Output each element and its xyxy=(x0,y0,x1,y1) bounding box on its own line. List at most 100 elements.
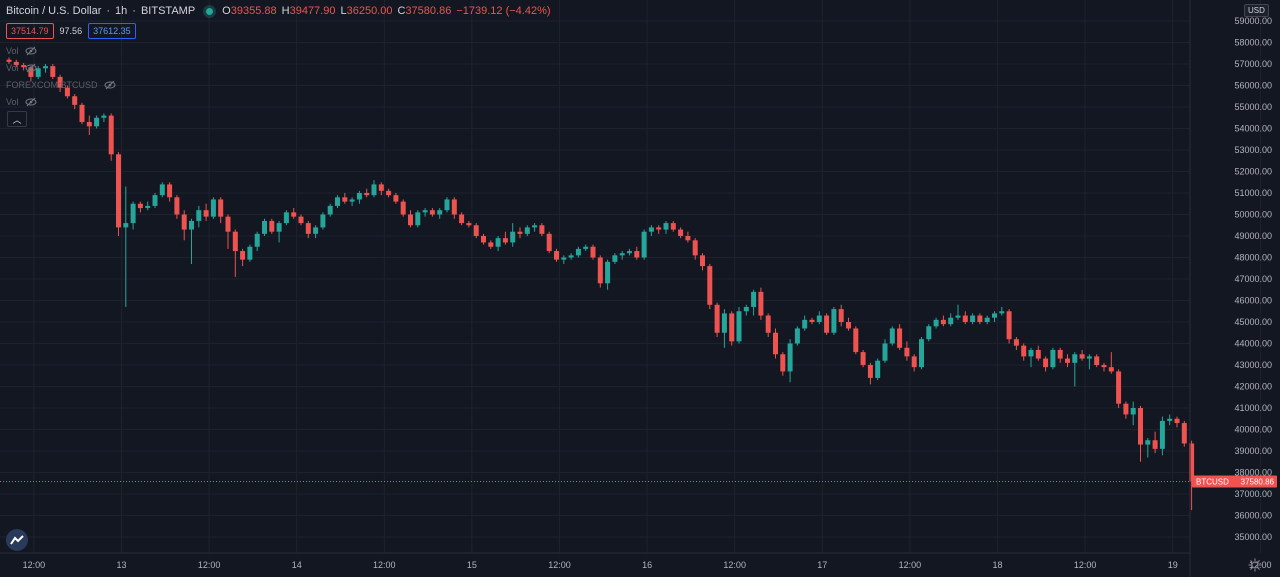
candle-body xyxy=(853,328,859,353)
candle-body xyxy=(466,223,472,226)
candle-body xyxy=(627,251,632,254)
time-axis[interactable]: 12:00 13 12:00 14 12:00 15 12:00 16 12:00 17 12:00… xyxy=(0,552,1280,570)
candle-body xyxy=(809,319,815,322)
ask-chip[interactable]: 37612.35 xyxy=(88,23,136,39)
candle-body xyxy=(349,199,355,202)
candle-body xyxy=(50,66,56,77)
price-tick-label: 50000.00 xyxy=(1234,210,1272,220)
hidden-eye-icon[interactable] xyxy=(25,45,37,57)
candle-body xyxy=(1181,423,1187,444)
tradingview-logo[interactable] xyxy=(6,529,28,551)
candle-body xyxy=(773,332,778,355)
candle-body xyxy=(196,210,202,221)
candles xyxy=(6,57,1195,511)
candle-body xyxy=(181,214,187,230)
candle-body xyxy=(400,201,406,215)
high-value: 39477.90 xyxy=(289,5,336,17)
candle-body xyxy=(1116,371,1122,404)
candle-body xyxy=(1006,311,1012,340)
candle-body xyxy=(437,210,443,215)
candle-body xyxy=(240,251,246,260)
price-tick-label: 38000.00 xyxy=(1234,468,1272,478)
candle-body xyxy=(670,223,676,230)
candle-body xyxy=(473,225,479,236)
candle-body xyxy=(218,199,224,217)
candle-body xyxy=(838,309,844,322)
candle-body xyxy=(13,61,19,66)
candle-body xyxy=(116,154,121,228)
time-tick-label: 12:00 xyxy=(899,560,922,570)
price-tag-value: 37580.86 xyxy=(1241,478,1275,487)
candle-body xyxy=(1072,354,1078,363)
candle-body xyxy=(283,212,289,224)
collapse-indicators-button[interactable]: ︿ xyxy=(7,111,27,127)
candle-body xyxy=(371,184,377,196)
candle-body xyxy=(393,195,399,202)
candle-body xyxy=(977,315,983,322)
time-tick-label: 13 xyxy=(116,560,126,570)
candle-body xyxy=(743,306,749,312)
candle-body xyxy=(232,231,238,252)
candle-body xyxy=(57,76,63,88)
candle-body xyxy=(663,223,669,230)
price-tick-label: 53000.00 xyxy=(1234,145,1272,155)
candle-body xyxy=(517,231,523,234)
high-label: H xyxy=(281,5,290,17)
hidden-eye-icon[interactable] xyxy=(25,96,37,108)
candle-body xyxy=(254,233,260,247)
indicator-label: FOREXCOM:BTCUSD xyxy=(6,80,98,90)
time-tick-label: 17 xyxy=(817,560,827,570)
bid-chip[interactable]: 37514.79 xyxy=(6,23,54,39)
candle-body xyxy=(904,347,910,357)
candle-body xyxy=(1123,403,1129,415)
candle-body xyxy=(1152,440,1158,449)
interval-label[interactable]: 1h xyxy=(115,5,128,17)
candle-body xyxy=(1079,354,1085,359)
low-label: L xyxy=(340,5,347,17)
time-tick-label: 12:00 xyxy=(1074,560,1097,570)
last-price-tag: BTCUSD 37580.86 xyxy=(1192,475,1277,488)
candle-body xyxy=(137,203,143,209)
market-status-icon[interactable] xyxy=(206,7,214,15)
candle-body xyxy=(736,311,742,342)
candle-body xyxy=(415,212,421,226)
candle-body xyxy=(481,236,486,243)
price-tick-label: 57000.00 xyxy=(1234,59,1272,69)
gear-icon[interactable] xyxy=(1248,558,1262,572)
low-value: 36250.00 xyxy=(346,5,393,17)
price-tick-label: 56000.00 xyxy=(1234,81,1272,91)
price-tick-label: 55000.00 xyxy=(1234,102,1272,112)
candle-body xyxy=(992,313,997,318)
price-tick-label: 51000.00 xyxy=(1234,188,1272,198)
close-value: 37580.86 xyxy=(405,5,452,17)
change-value: −1739.12 (−4.42%) xyxy=(456,5,551,17)
candle-body xyxy=(539,225,545,234)
candle-body xyxy=(1065,358,1070,363)
candle-body xyxy=(298,216,304,224)
hidden-eye-icon[interactable] xyxy=(104,79,116,91)
price-axis[interactable]: 59000.00 58000.00 57000.00 56000.00 55000.00… xyxy=(1189,0,1277,577)
candle-body xyxy=(422,210,428,213)
symbol-title[interactable]: Bitcoin / U.S. Dollar xyxy=(6,5,102,17)
price-tick-label: 46000.00 xyxy=(1234,296,1272,306)
candle-body xyxy=(926,326,932,340)
indicator-row[interactable]: Vol xyxy=(6,62,37,74)
candle-body xyxy=(612,255,618,262)
candle-body xyxy=(685,236,691,241)
candle-body xyxy=(648,227,654,232)
candle-body xyxy=(882,343,888,361)
candle-body xyxy=(568,255,574,258)
candle-body xyxy=(1043,358,1049,368)
candle-body xyxy=(802,319,808,329)
candle-body xyxy=(787,343,793,372)
indicator-row[interactable]: FOREXCOM:BTCUSD xyxy=(6,79,116,91)
price-tick-label: 48000.00 xyxy=(1234,253,1272,263)
close-label: C xyxy=(397,5,406,17)
indicator-row[interactable]: Vol xyxy=(6,96,37,108)
candle-body xyxy=(451,199,457,215)
price-tick-label: 41000.00 xyxy=(1234,403,1272,413)
hidden-eye-icon[interactable] xyxy=(25,62,37,74)
currency-button[interactable]: USD xyxy=(1244,4,1269,17)
indicator-row[interactable]: Vol xyxy=(6,45,37,57)
